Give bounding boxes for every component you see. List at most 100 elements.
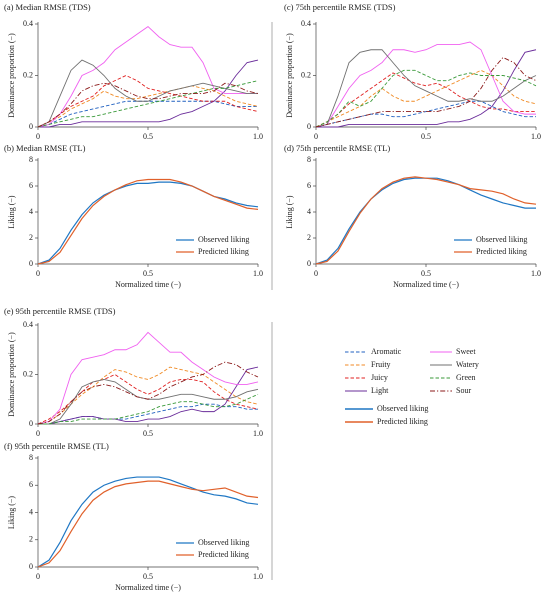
x-tick-label: 0 xyxy=(314,132,318,141)
series-line xyxy=(37,366,259,425)
y-tick-label: 0 xyxy=(307,122,311,131)
x-tick-label: 1.0 xyxy=(253,132,263,141)
x-tick-label: 1.0 xyxy=(531,269,541,278)
y-tick-label: 6 xyxy=(29,480,33,489)
y-axis-label: Dominance proportion (−) xyxy=(285,33,294,118)
x-axis-label: Normalized time (−) xyxy=(115,583,181,592)
x-tick-label: 1.0 xyxy=(253,429,263,438)
x-tick-label: 0.5 xyxy=(143,429,153,438)
y-tick-label: 0.4 xyxy=(23,320,33,329)
legend-label: Light xyxy=(371,386,389,395)
series-line xyxy=(37,26,258,128)
panel-title: (b) Median RMSE (TL) xyxy=(4,143,86,153)
legend-label: Sweet xyxy=(456,347,476,356)
y-tick-label: 6 xyxy=(29,181,33,190)
y-tick-label: 0 xyxy=(29,122,33,131)
series-line xyxy=(37,80,259,128)
series-line xyxy=(37,100,258,128)
legend-label: Predicted liking xyxy=(198,550,249,559)
x-tick-label: 0.5 xyxy=(421,132,431,141)
y-tick-label: 0 xyxy=(29,562,33,571)
legend-label: Observed liking xyxy=(476,235,527,244)
series-line xyxy=(315,69,537,128)
x-tick-label: 0.5 xyxy=(143,132,153,141)
y-tick-label: 0.2 xyxy=(301,70,311,79)
y-tick-label: 6 xyxy=(307,181,311,190)
series-line xyxy=(37,82,259,128)
series-line xyxy=(315,56,537,128)
y-tick-label: 8 xyxy=(29,155,33,164)
x-tick-label: 0 xyxy=(36,429,40,438)
panel-title: (a) Median RMSE (TDS) xyxy=(4,2,91,12)
panel-title: (c) 75th percentile RMSE (TDS) xyxy=(284,2,396,12)
series-line xyxy=(37,59,258,128)
legend-label: Observed liking xyxy=(377,404,428,413)
series-line xyxy=(37,361,259,425)
series-line xyxy=(315,72,536,128)
panel-title: (d) 75th percentile RMSE (TL) xyxy=(284,143,390,153)
series-line xyxy=(315,41,536,128)
y-axis-label: Liking (−) xyxy=(7,195,16,229)
x-tick-label: 1.0 xyxy=(531,132,541,141)
y-tick-label: 0 xyxy=(29,419,33,428)
x-tick-label: 0.5 xyxy=(421,269,431,278)
x-tick-label: 0.5 xyxy=(143,269,153,278)
y-tick-label: 0.4 xyxy=(23,19,33,28)
series-line xyxy=(37,476,259,568)
legend-label: Observed liking xyxy=(198,235,249,244)
series-line xyxy=(37,178,259,265)
y-tick-label: 8 xyxy=(307,155,311,164)
y-axis-label: Dominance proportion (−) xyxy=(7,332,16,417)
series-line xyxy=(315,176,537,265)
series-line xyxy=(37,85,259,128)
series-line xyxy=(316,49,537,128)
series-line xyxy=(37,480,259,568)
y-tick-label: 8 xyxy=(29,453,33,462)
y-axis-label: Dominance proportion (−) xyxy=(7,33,16,118)
x-tick-label: 1.0 xyxy=(253,572,263,581)
legend-label: Juicy xyxy=(371,373,388,382)
x-tick-label: 0.5 xyxy=(143,572,153,581)
legend-label: Green xyxy=(456,373,476,382)
x-tick-label: 1.0 xyxy=(253,269,263,278)
y-axis-label: Liking (−) xyxy=(285,195,294,229)
series-line xyxy=(38,393,259,425)
y-tick-label: 2 xyxy=(307,233,311,242)
y-axis-label: Liking (−) xyxy=(7,496,16,530)
y-tick-label: 4 xyxy=(29,507,33,516)
y-tick-label: 2 xyxy=(29,535,33,544)
legend-label: Predicted liking xyxy=(476,247,527,256)
x-tick-label: 0 xyxy=(36,269,40,278)
series-line xyxy=(38,366,259,425)
series-line xyxy=(37,75,259,128)
legend-label: Observed liking xyxy=(198,538,249,547)
y-tick-label: 0.4 xyxy=(301,19,311,28)
x-axis-label: Normalized time (−) xyxy=(393,280,459,289)
y-tick-label: 4 xyxy=(29,207,33,216)
y-tick-label: 0 xyxy=(307,259,311,268)
legend-label: Fruity xyxy=(371,360,391,369)
series-line xyxy=(38,59,259,128)
series-line xyxy=(315,69,537,128)
legend-label: Predicted liking xyxy=(198,247,249,256)
y-tick-label: 2 xyxy=(29,233,33,242)
series-line xyxy=(315,100,536,128)
y-tick-label: 0.2 xyxy=(23,369,33,378)
panel-title: (f) 95th percentile RMSE (TL) xyxy=(4,441,109,451)
x-tick-label: 0 xyxy=(36,132,40,141)
y-tick-label: 4 xyxy=(307,207,311,216)
y-tick-label: 0.2 xyxy=(23,70,33,79)
x-tick-label: 0 xyxy=(314,269,318,278)
series-line xyxy=(37,331,259,425)
series-line xyxy=(37,181,259,265)
x-tick-label: 0 xyxy=(36,572,40,581)
legend-label: Sour xyxy=(456,386,471,395)
x-axis-label: Normalized time (−) xyxy=(115,280,181,289)
panel-title: (e) 95th percentile RMSE (TDS) xyxy=(4,306,116,316)
y-tick-label: 0 xyxy=(29,259,33,268)
legend-label: Watery xyxy=(456,360,479,369)
series-line xyxy=(315,49,537,128)
legend-label: Aromatic xyxy=(371,347,402,356)
